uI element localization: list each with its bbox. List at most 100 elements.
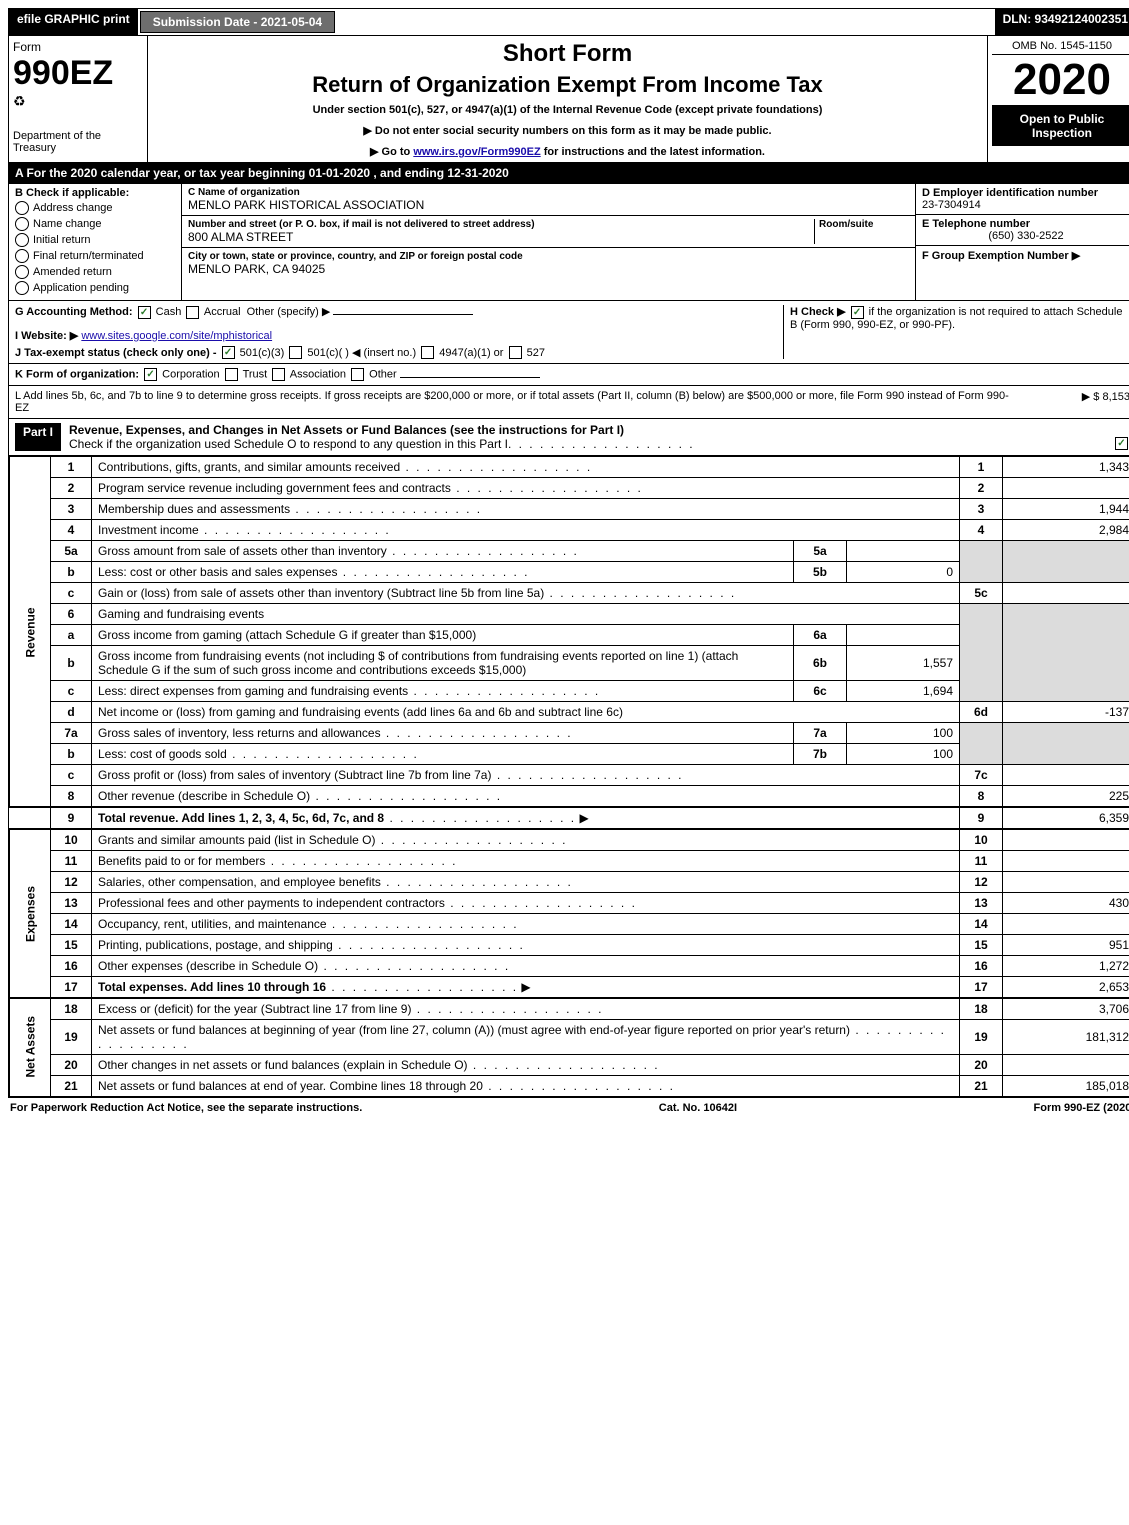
l6d-desc: Net income or (loss) from gaming and fun… [98, 705, 623, 719]
l20-val [1003, 1055, 1129, 1076]
l18-rn: 18 [960, 998, 1003, 1020]
form-number: 990EZ [13, 54, 143, 93]
l6b-sn: 6b [794, 646, 847, 681]
l21-desc: Net assets or fund balances at end of ye… [98, 1079, 483, 1093]
l4-num: 4 [51, 520, 92, 541]
ein-value: 23-7304914 [922, 199, 1129, 211]
l6a-num: a [51, 625, 92, 646]
header-right: OMB No. 1545-1150 2020 Open to Public In… [987, 36, 1129, 162]
l6b-num: b [51, 646, 92, 681]
j-o3: 4947(a)(1) or [439, 347, 503, 359]
chk-accrual[interactable] [186, 306, 199, 319]
g-label: G Accounting Method: [15, 306, 133, 318]
l7b-sv: 100 [847, 744, 960, 765]
l7c-val [1003, 765, 1129, 786]
c-city-label: City or town, state or province, country… [188, 251, 909, 262]
chk-cash[interactable] [138, 306, 151, 319]
chk-other-k[interactable] [351, 368, 364, 381]
b-item-1: Name change [33, 218, 102, 230]
l5-shade-rn [960, 541, 1003, 583]
g-other: Other (specify) ▶ [247, 306, 331, 318]
l7c-desc: Gross profit or (loss) from sales of inv… [98, 768, 491, 782]
k-label: K Form of organization: [15, 369, 139, 381]
section-h: H Check ▶ if the organization is not req… [783, 305, 1129, 359]
line-11: 11 Benefits paid to or for members 11 [10, 851, 1129, 872]
tax-year: 2020 [992, 55, 1129, 106]
l6-shade-rn [960, 604, 1003, 702]
under-section-text: Under section 501(c), 527, or 4947(a)(1)… [156, 104, 979, 116]
l19-rn: 19 [960, 1020, 1003, 1055]
j-o2: 501(c)( ) ◀ (insert no.) [307, 347, 416, 359]
k-o1: Corporation [162, 369, 219, 381]
l7c-num: c [51, 765, 92, 786]
short-form-title: Short Form [156, 40, 979, 68]
l2-desc: Program service revenue including govern… [98, 481, 451, 495]
chk-name-change[interactable] [15, 217, 29, 231]
line-5a: 5a Gross amount from sale of assets othe… [10, 541, 1129, 562]
k-o4: Other [369, 369, 397, 381]
l11-rn: 11 [960, 851, 1003, 872]
i-label: I Website: ▶ [15, 330, 78, 342]
chk-trust[interactable] [225, 368, 238, 381]
line-20: 20 Other changes in net assets or fund b… [10, 1055, 1129, 1076]
l1-rn: 1 [960, 457, 1003, 478]
b-item-3: Final return/terminated [33, 250, 144, 262]
l5b-sn: 5b [794, 562, 847, 583]
l8-num: 8 [51, 786, 92, 808]
l12-val [1003, 872, 1129, 893]
chk-initial-return[interactable] [15, 233, 29, 247]
chk-application-pending[interactable] [15, 281, 29, 295]
l7a-num: 7a [51, 723, 92, 744]
no-ssn-note: ▶ Do not enter social security numbers o… [156, 124, 979, 137]
chk-schedule-o[interactable] [1115, 437, 1128, 450]
l15-rn: 15 [960, 935, 1003, 956]
l1-num: 1 [51, 457, 92, 478]
section-b: B Check if applicable: Address change Na… [9, 184, 182, 300]
chk-final-return[interactable] [15, 249, 29, 263]
g-other-input[interactable] [333, 314, 473, 315]
l11-num: 11 [51, 851, 92, 872]
open-to-public: Open to Public Inspection [992, 106, 1129, 146]
l5a-sv [847, 541, 960, 562]
irs-link[interactable]: www.irs.gov/Form990EZ [413, 146, 540, 158]
l14-rn: 14 [960, 914, 1003, 935]
l10-desc: Grants and similar amounts paid (list in… [98, 833, 375, 847]
l16-rn: 16 [960, 956, 1003, 977]
chk-amended-return[interactable] [15, 265, 29, 279]
side-revenue: Revenue [10, 457, 51, 808]
l20-desc: Other changes in net assets or fund bala… [98, 1058, 468, 1072]
l7c-rn: 7c [960, 765, 1003, 786]
footer-center: Cat. No. 10642I [659, 1102, 737, 1114]
line-9: 9 Total revenue. Add lines 1, 2, 3, 4, 5… [10, 807, 1129, 829]
line-19: 19 Net assets or fund balances at beginn… [10, 1020, 1129, 1055]
top-bar: efile GRAPHIC print Submission Date - 20… [8, 8, 1129, 36]
l8-desc: Other revenue (describe in Schedule O) [98, 789, 310, 803]
chk-h[interactable] [851, 306, 864, 319]
chk-assoc[interactable] [272, 368, 285, 381]
line-3: 3 Membership dues and assessments 3 1,94… [10, 499, 1129, 520]
l18-num: 18 [51, 998, 92, 1020]
recycle-icon: ♻ [13, 93, 143, 110]
l3-num: 3 [51, 499, 92, 520]
chk-address-change[interactable] [15, 201, 29, 215]
section-def: D Employer identification number 23-7304… [915, 184, 1129, 300]
line-8: 8 Other revenue (describe in Schedule O)… [10, 786, 1129, 808]
l6d-rn: 6d [960, 702, 1003, 723]
f-label: F Group Exemption Number ▶ [922, 250, 1080, 262]
l-text: L Add lines 5b, 6c, and 7b to line 9 to … [15, 390, 1010, 414]
row-g-h: G Accounting Method: Cash Accrual Other … [9, 301, 1129, 364]
side-net-assets: Net Assets [10, 998, 51, 1097]
l6b-desc: Gross income from fundraising events (no… [98, 649, 738, 677]
l5a-sn: 5a [794, 541, 847, 562]
chk-527[interactable] [509, 346, 522, 359]
chk-501c[interactable] [289, 346, 302, 359]
l3-rn: 3 [960, 499, 1003, 520]
k-other-input[interactable] [400, 377, 540, 378]
part-1-title: Revenue, Expenses, and Changes in Net As… [69, 423, 1129, 437]
chk-4947[interactable] [421, 346, 434, 359]
line-13: 13 Professional fees and other payments … [10, 893, 1129, 914]
chk-corp[interactable] [144, 368, 157, 381]
website-link[interactable]: www.sites.google.com/site/mphistorical [81, 330, 272, 342]
l6a-desc: Gross income from gaming (attach Schedul… [98, 628, 476, 642]
chk-501c3[interactable] [222, 346, 235, 359]
